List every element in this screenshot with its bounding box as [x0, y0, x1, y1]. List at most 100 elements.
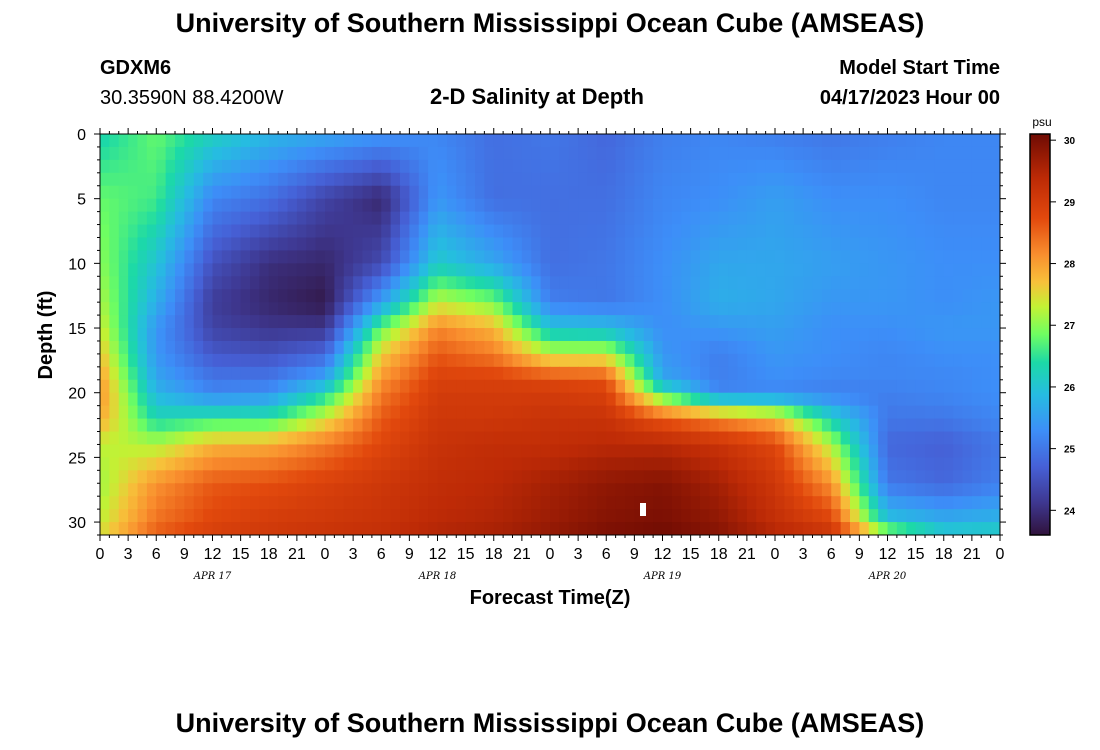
heatmap-cell	[400, 250, 410, 264]
heatmap-cell	[896, 379, 907, 394]
heatmap-cell	[971, 444, 982, 458]
heatmap-cell	[737, 392, 748, 407]
heatmap-cell	[400, 483, 410, 497]
heatmap-cell	[203, 328, 214, 342]
heatmap-cell	[746, 483, 757, 497]
heatmap-cell	[550, 328, 560, 342]
heatmap-cell	[531, 405, 542, 420]
heatmap-cell	[268, 302, 279, 316]
heatmap-cell	[587, 483, 598, 497]
heatmap-cell	[587, 250, 598, 264]
heatmap-cell	[831, 172, 842, 187]
heatmap-cell	[859, 276, 870, 290]
heatmap-cell	[971, 379, 982, 394]
heatmap-cell	[268, 146, 279, 161]
heatmap-cell	[521, 444, 532, 458]
heatmap-cell	[700, 198, 710, 213]
heatmap-cell	[690, 392, 701, 407]
heatmap-cell	[156, 522, 167, 535]
heatmap-cell	[934, 522, 945, 535]
heatmap-cell	[371, 509, 382, 523]
heatmap-cell	[821, 496, 832, 510]
heatmap-cell	[343, 353, 354, 368]
heatmap-cell	[953, 328, 964, 342]
heatmap-cell	[709, 328, 720, 342]
heatmap-cell	[906, 418, 917, 433]
heatmap-cell	[971, 496, 982, 510]
heatmap-cell	[484, 470, 495, 484]
heatmap-cell	[193, 470, 204, 484]
heatmap-cell	[981, 315, 992, 329]
heatmap-cell	[400, 289, 410, 303]
heatmap-cell	[925, 237, 935, 252]
heatmap-cell	[306, 405, 317, 420]
heatmap-cell	[737, 146, 748, 161]
heatmap-cell	[118, 328, 129, 342]
heatmap-cell	[568, 328, 579, 342]
heatmap-cell	[156, 431, 167, 446]
heatmap-cell	[109, 263, 120, 277]
heatmap-cell	[512, 263, 523, 277]
heatmap-cell	[981, 379, 992, 394]
heatmap-cell	[934, 134, 945, 148]
heatmap-cell	[531, 496, 542, 510]
heatmap-cell	[165, 328, 176, 342]
heatmap-cell	[896, 224, 907, 239]
heatmap-cell	[700, 250, 710, 264]
heatmap-cell	[315, 457, 326, 471]
heatmap-cell	[971, 250, 982, 264]
heatmap-cell	[175, 379, 185, 394]
heatmap-cell	[390, 172, 401, 187]
heatmap-cell	[953, 353, 964, 368]
heatmap-cell	[737, 198, 748, 213]
heatmap-cell	[878, 315, 889, 329]
heatmap-cell	[662, 198, 673, 213]
heatmap-cell	[512, 353, 523, 368]
heatmap-cell	[850, 353, 860, 368]
heatmap-cell	[559, 522, 570, 535]
heatmap-cell	[943, 470, 954, 484]
heatmap-cell	[653, 237, 664, 252]
heatmap-cell	[212, 250, 223, 264]
heatmap-cell	[906, 172, 917, 187]
heatmap-cell	[915, 379, 926, 394]
heatmap-cell	[606, 340, 617, 355]
heatmap-cell	[915, 470, 926, 484]
heatmap-cell	[784, 353, 795, 368]
heatmap-cell	[578, 483, 589, 497]
heatmap-cell	[137, 328, 148, 342]
heatmap-cell	[100, 289, 110, 303]
heatmap-cell	[550, 237, 560, 252]
heatmap-cell	[137, 366, 148, 381]
heatmap-cell	[428, 353, 439, 368]
heatmap-cell	[512, 366, 523, 381]
x-tick-label: 21	[288, 546, 306, 563]
heatmap-cell	[296, 353, 307, 368]
heatmap-cell	[887, 237, 898, 252]
heatmap-cell	[690, 418, 701, 433]
heatmap-cell	[268, 340, 279, 355]
heatmap-cell	[821, 509, 832, 523]
heatmap-cell	[737, 509, 748, 523]
heatmap-cell	[128, 198, 139, 213]
heatmap-cell	[596, 289, 607, 303]
heatmap-cell	[793, 328, 804, 342]
heatmap-cell	[400, 379, 410, 394]
heatmap-cell	[446, 146, 457, 161]
heatmap-cell	[962, 134, 973, 148]
heatmap-cell	[371, 250, 382, 264]
heatmap-cell	[531, 289, 542, 303]
heatmap-cell	[521, 496, 532, 510]
heatmap-cell	[671, 211, 682, 226]
heatmap-cell	[625, 276, 635, 290]
heatmap-cell	[315, 366, 326, 381]
heatmap-cell	[531, 328, 542, 342]
heatmap-cell	[175, 444, 185, 458]
heatmap-cell	[587, 405, 598, 420]
heatmap-cell	[868, 340, 879, 355]
heatmap-cell	[212, 263, 223, 277]
heatmap-cell	[868, 366, 879, 381]
heatmap-cell	[353, 328, 364, 342]
heatmap-cell	[971, 431, 982, 446]
heatmap-cell	[371, 340, 382, 355]
